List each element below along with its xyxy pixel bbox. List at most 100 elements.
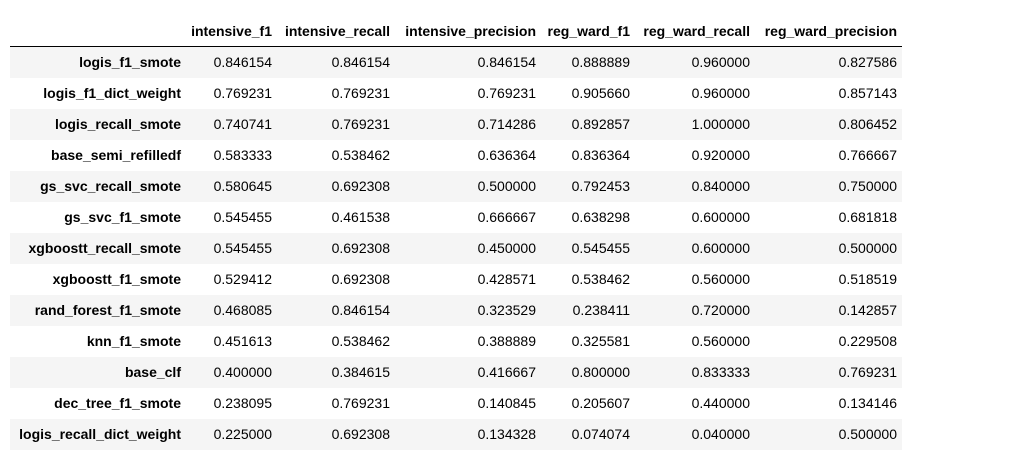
table-row: gs_svc_recall_smote 0.580645 0.692308 0.500… <box>10 170 902 202</box>
table-cell: 0.888889 <box>571 54 630 71</box>
table-cell: 0.428571 <box>477 271 536 287</box>
table-cell: 0.681818 <box>838 209 897 225</box>
table-row: knn_f1_smote 0.451613 0.538462 0.388889 0.32… <box>10 325 902 357</box>
table-cell: 0.229508 <box>838 333 897 349</box>
table-cell: 0.140845 <box>477 395 536 411</box>
table-cell: 0.238411 <box>572 302 630 318</box>
table-cell: 0.666667 <box>477 209 536 225</box>
column-header: intensive_f1 <box>186 15 277 47</box>
table-cell: 0.769231 <box>331 85 390 101</box>
row-index-label: logis_recall_smote <box>54 116 181 132</box>
table-row: dec_tree_f1_smote 0.238095 0.769231 0.14084… <box>10 387 902 419</box>
table-cell: 0.538462 <box>571 271 630 287</box>
table-cell: 0.714286 <box>477 116 536 132</box>
column-header: intensive_precision <box>395 15 541 47</box>
table-cell: 0.451613 <box>213 333 272 349</box>
row-index-label: knn_f1_smote <box>86 333 181 349</box>
table-cell: 0.388889 <box>477 333 536 349</box>
table-cell: 0.440000 <box>691 395 750 411</box>
table-cell: 0.600000 <box>691 209 750 225</box>
table-cell: 0.769231 <box>331 395 390 411</box>
table-cell: 0.074074 <box>571 426 630 442</box>
table-cell: 0.846154 <box>331 54 390 71</box>
table-cell: 0.238095 <box>213 395 272 411</box>
table-cell: 0.769231 <box>213 85 272 101</box>
table-row: logis_recall_smote 0.740741 0.769231 0.7142… <box>10 108 902 140</box>
table-cell: 1.000000 <box>691 116 750 132</box>
table-cell: 0.740741 <box>213 116 272 132</box>
table-cell: 0.692308 <box>331 271 390 287</box>
table-row: logis_f1_smote 0.846154 0.846154 0.846154 0.… <box>10 46 902 78</box>
table-cell: 0.792453 <box>571 178 630 194</box>
table-cell: 0.416667 <box>477 364 536 380</box>
table-cell: 0.800000 <box>571 364 630 380</box>
table-row: base_semi_refilledf 0.583333 0.538462 0.636… <box>10 139 902 171</box>
table-cell: 0.529412 <box>213 271 272 287</box>
column-header: reg_ward_recall <box>635 15 755 47</box>
table-cell: 0.325581 <box>571 333 630 349</box>
table-cell: 0.827586 <box>838 54 897 71</box>
table-cell: 0.545455 <box>213 240 272 256</box>
table-cell: 0.636364 <box>477 147 536 163</box>
table-cell: 0.692308 <box>331 178 390 194</box>
table-cell: 0.833333 <box>691 364 750 380</box>
table-row: logis_f1_dict_weight 0.769231 0.769231 0.76… <box>10 77 902 109</box>
row-index-label: base_semi_refilledf <box>51 147 181 163</box>
table-cell: 0.461538 <box>331 209 390 225</box>
table-cell: 0.500000 <box>838 240 897 256</box>
row-index-label: logis_f1_dict_weight <box>43 85 181 101</box>
table-cell: 0.960000 <box>691 54 750 71</box>
table-cell: 0.518519 <box>838 271 897 287</box>
table-body: logis_f1_smote 0.846154 0.846154 0.846154 0.… <box>10 46 902 450</box>
table-cell: 0.920000 <box>691 147 750 163</box>
table-cell: 0.450000 <box>477 240 536 256</box>
row-index-label: rand_forest_f1_smote <box>34 302 181 318</box>
table-row: xgboostt_recall_smote 0.545455 0.692308 0.4… <box>10 232 902 264</box>
table-cell: 0.840000 <box>691 178 750 194</box>
table-cell: 0.806452 <box>838 116 897 132</box>
table-cell: 0.134328 <box>477 426 536 442</box>
table-header: intensive_f1 intensive_recall intensive_… <box>10 15 902 47</box>
table-cell: 0.545455 <box>571 240 630 256</box>
index-header <box>10 15 186 47</box>
table-cell: 0.040000 <box>691 426 750 442</box>
table-cell: 0.905660 <box>571 85 630 101</box>
row-index-label: gs_svc_recall_smote <box>40 178 181 194</box>
results-table: intensive_f1 intensive_recall intensive_… <box>10 15 902 450</box>
table-cell: 0.538462 <box>331 333 390 349</box>
table-cell: 0.892857 <box>571 116 630 132</box>
table-row: base_clf 0.400000 0.384615 0.416667 0.800000… <box>10 356 902 388</box>
dataframe-output: intensive_f1 intensive_recall intensive_… <box>10 15 902 450</box>
table-row: logis_recall_dict_weight 0.225000 0.692308… <box>10 418 902 450</box>
table-cell: 0.600000 <box>691 240 750 256</box>
table-cell: 0.638298 <box>571 209 630 225</box>
table-cell: 0.384615 <box>331 364 390 380</box>
table-row: gs_svc_f1_smote 0.545455 0.461538 0.666667 0… <box>10 201 902 233</box>
table-cell: 0.766667 <box>838 147 897 163</box>
table-cell: 0.560000 <box>691 271 750 287</box>
table-cell: 0.769231 <box>477 85 536 101</box>
table-cell: 0.692308 <box>331 426 390 442</box>
table-cell: 0.500000 <box>477 178 536 194</box>
table-cell: 0.720000 <box>691 302 750 318</box>
table-cell: 0.134146 <box>838 395 897 411</box>
row-index-label: logis_recall_dict_weight <box>19 426 181 442</box>
table-cell: 0.836364 <box>571 147 630 163</box>
column-header: intensive_recall <box>277 15 395 47</box>
table-cell: 0.769231 <box>331 116 390 132</box>
table-cell: 0.857143 <box>838 85 897 101</box>
table-cell: 0.846154 <box>331 302 390 318</box>
row-index-label: base_clf <box>124 364 181 380</box>
table-cell: 0.750000 <box>838 178 897 194</box>
table-cell: 0.500000 <box>838 426 897 442</box>
table-cell: 0.400000 <box>213 364 272 380</box>
table-cell: 0.769231 <box>838 364 897 380</box>
row-index-label: dec_tree_f1_smote <box>54 395 181 411</box>
table-row: rand_forest_f1_smote 0.468085 0.846154 0.32… <box>10 294 902 326</box>
table-cell: 0.580645 <box>213 178 272 194</box>
table-cell: 0.142857 <box>838 302 897 318</box>
table-cell: 0.846154 <box>213 54 272 71</box>
table-cell: 0.225000 <box>213 426 272 442</box>
table-cell: 0.583333 <box>213 147 272 163</box>
table-cell: 0.538462 <box>331 147 390 163</box>
